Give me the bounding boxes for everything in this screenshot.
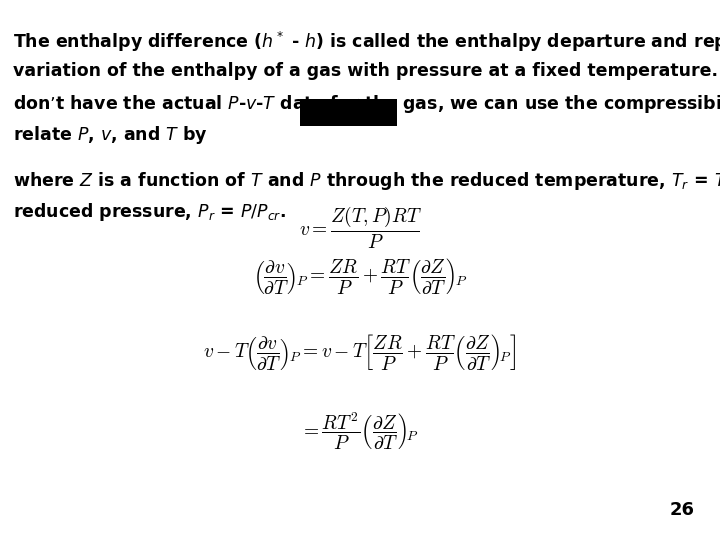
Text: $v = \dfrac{Z(T,P)RT}{P}$: $v = \dfrac{Z(T,P)RT}{P}$	[299, 205, 421, 251]
Text: 26: 26	[670, 502, 695, 519]
Text: $= \dfrac{RT^2}{P}\left(\dfrac{\partial Z}{\partial T}\right)_{\!P}$: $= \dfrac{RT^2}{P}\left(\dfrac{\partial …	[300, 410, 420, 452]
Text: $v - T\left(\dfrac{\partial v}{\partial T}\right)_{\!P} = v - T\left[\dfrac{ZR}{: $v - T\left(\dfrac{\partial v}{\partial …	[203, 332, 517, 372]
Text: $\left(\dfrac{\partial v}{\partial T}\right)_{\!P} = \dfrac{ZR}{P} + \dfrac{RT}{: $\left(\dfrac{\partial v}{\partial T}\ri…	[253, 256, 467, 296]
Text: relate $P$, $v$, and $T$ by: relate $P$, $v$, and $T$ by	[13, 124, 208, 146]
Text: don’t have the actual $P$-$v$-$T$ data for the gas, we can use the compressibili: don’t have the actual $P$-$v$-$T$ data f…	[13, 93, 720, 115]
Bar	[300, 99, 397, 126]
Text: The enthalpy difference ($h^*$ - $h$) is called the enthalpy departure and repre: The enthalpy difference ($h^*$ - $h$) is…	[13, 30, 720, 55]
Text: where $Z$ is a function of $T$ and $P$ through the reduced temperature, $T_r$ = : where $Z$ is a function of $T$ and $P$ t…	[13, 170, 720, 192]
Text: reduced pressure, $P_r$ = $P/P_{cr}$.: reduced pressure, $P_r$ = $P/P_{cr}$.	[13, 201, 286, 224]
Text: variation of the enthalpy of a gas with pressure at a fixed temperature.  When w: variation of the enthalpy of a gas with …	[13, 62, 720, 79]
